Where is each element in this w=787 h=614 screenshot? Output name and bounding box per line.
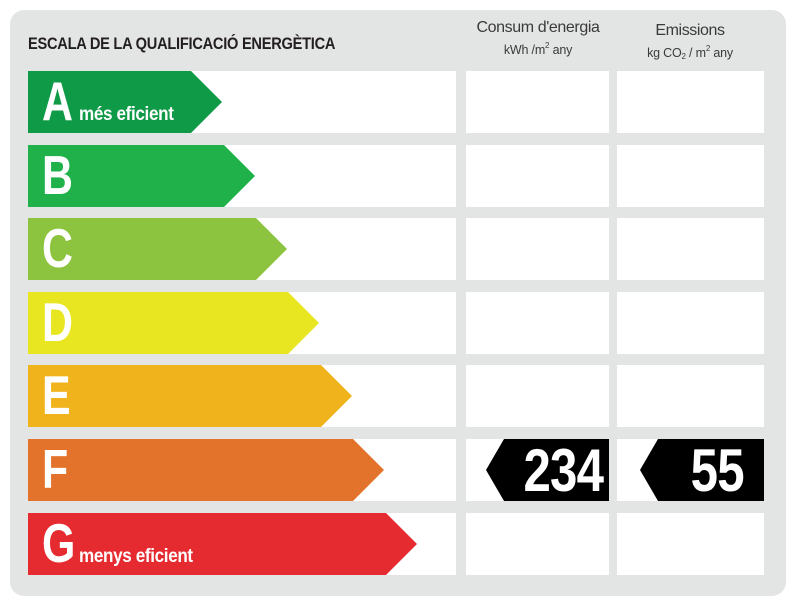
rating-arrow-g: G menys eficient	[28, 513, 417, 575]
rating-letter: A	[42, 70, 73, 132]
rating-arrow-e: E	[28, 365, 352, 427]
rating-row-f: F 234 55	[0, 439, 787, 501]
rating-letter: F	[42, 438, 69, 500]
rating-row-d: D	[0, 292, 787, 354]
energy-value: 234	[523, 437, 603, 504]
rating-row-e: E	[0, 365, 787, 427]
emissions-value: 55	[690, 437, 745, 504]
rating-letter: B	[42, 144, 73, 206]
rating-arrow-c: C	[28, 218, 287, 280]
rating-row-a: A més eficient	[0, 71, 787, 133]
energy-column-title: Consum d'energia	[476, 19, 600, 36]
emissions-cell	[617, 365, 764, 427]
energy-value-tag: 234	[486, 439, 609, 501]
emissions-cell	[617, 71, 764, 133]
rating-label-most-efficient: més eficient	[79, 104, 174, 125]
rating-arrow-f: F	[28, 439, 384, 501]
emissions-cell	[617, 145, 764, 207]
emissions-cell	[617, 292, 764, 354]
rating-arrow-a: A més eficient	[28, 71, 222, 133]
emissions-value-tag: 55	[640, 439, 764, 501]
rating-letter: E	[42, 364, 71, 426]
emissions-column-title: Emissions	[655, 22, 725, 39]
energy-cell	[466, 71, 609, 133]
energy-column-header: Consum d'energia kWh /m2 any	[466, 19, 610, 57]
rating-row-g: G menys eficient	[0, 513, 787, 575]
energy-cell	[466, 513, 609, 575]
emissions-cell	[617, 513, 764, 575]
rating-arrow-b: B	[28, 145, 255, 207]
energy-cell	[466, 365, 609, 427]
rating-row-b: B	[0, 145, 787, 207]
emissions-cell	[617, 218, 764, 280]
rating-row-c: C	[0, 218, 787, 280]
rating-letter: C	[42, 217, 73, 279]
emissions-column-unit: kg CO2 / m2 any	[647, 44, 733, 61]
energy-cell	[466, 292, 609, 354]
emissions-column-header: Emissions kg CO2 / m2 any	[616, 22, 764, 61]
energy-cell	[466, 218, 609, 280]
rating-arrow-d: D	[28, 292, 319, 354]
scale-title: ESCALA DE LA QUALIFICACIÓ ENERGÈTICA	[28, 34, 336, 53]
energy-cell	[466, 145, 609, 207]
energy-column-unit: kWh /m2 any	[503, 41, 573, 57]
rating-letter: D	[42, 291, 73, 353]
rating-label-least-efficient: menys eficient	[79, 546, 193, 567]
rating-letter: G	[42, 512, 76, 574]
